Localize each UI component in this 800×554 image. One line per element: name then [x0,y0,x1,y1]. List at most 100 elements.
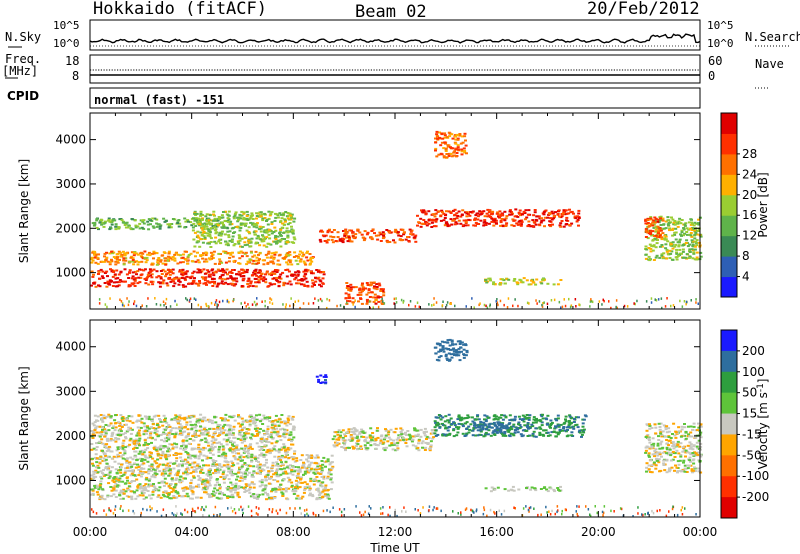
velocity-region-0-cell [131,490,135,493]
power-region-4-cell [348,229,352,232]
velocity-region-0-cell [150,475,154,478]
velocity-region-0-cell [291,473,295,476]
power-region-5-cell [562,225,566,228]
power-region-3-cell [207,221,211,224]
power-region-0-cell [244,251,248,254]
velocity-region-0-cell [102,473,106,476]
power-region-8-cell [654,228,658,231]
velocity-region-2-cell [425,430,428,433]
velocity-region-2-cell [379,438,383,441]
power-fringe-cell [402,301,404,304]
velocity-region-1-cell [214,421,218,424]
power-region-0-cell [138,252,142,255]
power-region-3-cell [243,241,247,244]
power-region-1-cell [159,277,163,280]
power-region-5-cell [420,209,423,212]
velocity-region-0-cell [196,496,200,499]
power-region-1-cell [242,271,246,274]
power-region-1-cell [271,272,275,275]
velocity-region-1-cell [198,417,202,420]
power-fringe-cell [317,299,320,302]
velocity-region-0-cell [290,470,294,473]
power-region-1-cell [312,282,316,285]
velocity-region-0-cell [193,461,197,464]
velocity-region-1-cell [270,426,274,429]
power-region-0-cell [90,258,94,261]
power-region-3-cell [200,219,204,221]
power-region-8-cell [676,225,680,228]
power-region-1-cell [237,270,241,273]
power-region-3-cell [236,216,240,219]
power-region-3-cell [232,217,236,220]
power-region-0-cell [161,262,165,265]
power-region-4-cell [382,234,385,237]
velocity-region-0-cell [160,481,164,484]
velocity-region-1-cell [131,441,135,444]
power-region-8-cell [659,224,663,226]
power-region-4-cell [376,238,380,241]
velocity-region-0-cell [164,464,168,467]
velocity-region-1-cell [91,433,95,436]
power-region-2-cell [140,226,144,229]
velocity-region-0-cell [130,465,134,468]
power-region-2-cell [189,221,193,224]
velocity-region-0-cell [165,458,169,461]
power-region-6-cell [460,153,464,156]
velocity-region-2-cell [376,444,380,447]
power-region-0-cell [305,256,309,259]
velocity-region-0-cell [266,494,270,497]
power-fringe-cell [569,305,572,309]
power-region-2-cell [171,218,175,220]
power-region-5-cell [490,220,494,223]
velocity-region-0-cell [190,497,194,500]
power-region-5-cell [515,222,519,225]
velocity-region-1-cell [109,415,113,418]
velocity-region-1-cell [256,427,260,430]
power-region-7-cell [487,277,491,280]
velocity-region-0-cell [211,459,215,462]
velocity-region-0-cell [133,492,137,495]
power-region-0-cell [258,258,261,261]
velocity-region-1-cell [266,428,270,431]
power-region-1-cell [111,275,115,278]
velocity-region-1-cell [203,416,207,419]
power-region-3-cell [259,230,263,233]
velocity-region-0-cell [321,481,325,484]
power-region-1-cell [111,285,115,287]
power-region-6-cell [442,155,446,158]
power-region-5-cell [494,219,498,222]
velocity-region-1-cell [242,420,246,423]
power-region-1-cell [215,285,219,288]
power-colorbar-swatch [721,174,737,196]
power-region-8-cell [690,239,694,242]
power-fringe-cell [660,297,663,300]
power-region-6-cell [463,149,467,152]
power-region-8-cell [688,248,692,251]
velocity-region-1-cell [180,445,184,448]
power-region-7-cell [552,283,556,286]
velocity-region-1-cell [257,431,261,434]
velocity-region-1-cell [147,436,150,439]
velocity-region-2-cell [353,428,357,431]
velocity-region-1-cell [136,419,140,422]
velocity-region-0-cell [135,478,139,481]
power-region-3-cell [194,218,198,221]
power-region-3-cell [263,238,267,241]
power-fringe-cell [589,300,592,303]
velocity-region-0-cell [275,470,279,473]
power-region-8-cell [654,226,658,229]
velocity-region-1-cell [151,417,154,420]
power-region-5-cell [468,214,472,217]
velocity-region-0-cell [197,485,201,488]
velocity-region-1-cell [128,443,132,446]
power-region-1-cell [275,271,279,273]
site-title: Hokkaido (fitACF) [93,0,267,19]
power-region-8-cell [697,229,701,232]
power-region-2-cell [120,219,124,222]
power-region-9-cell [646,219,650,221]
velocity-region-0-cell [293,466,297,468]
power-region-4-cell [352,236,356,239]
velocity-region-0-cell [307,465,311,468]
power-region-0-cell [135,260,139,263]
velocity-region-1-cell [260,446,264,449]
